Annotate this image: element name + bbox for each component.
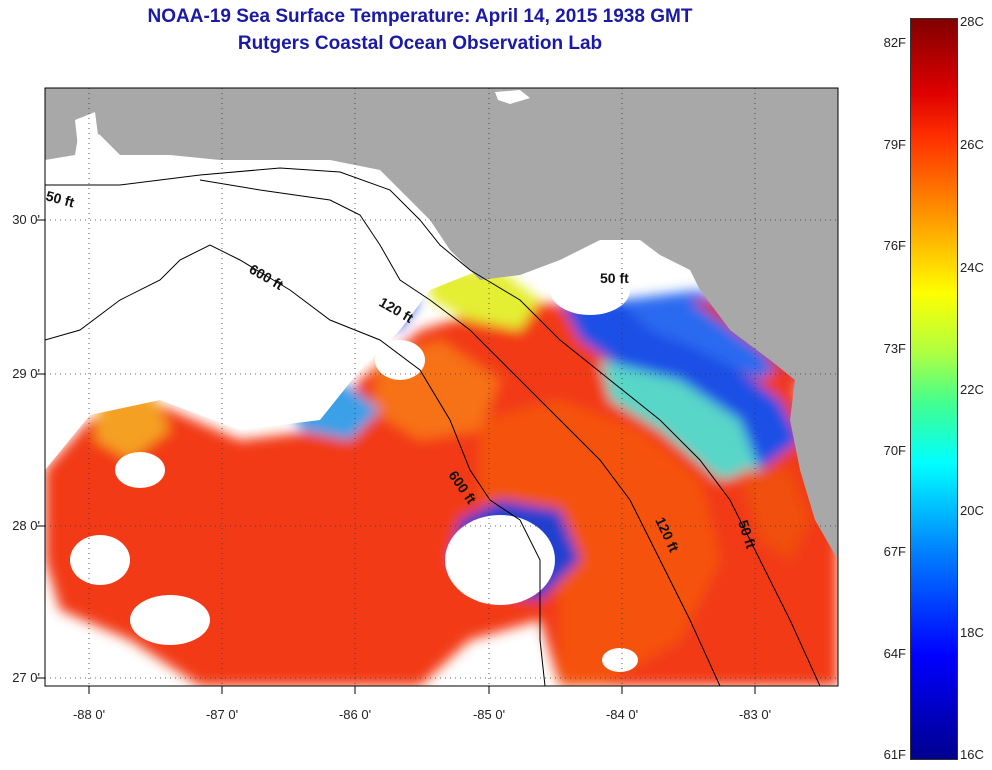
colorbar-c-label: 28C <box>960 14 984 29</box>
colorbar-c-label: 24C <box>960 260 984 275</box>
colorbar-c-label: 22C <box>960 382 984 397</box>
lon-label: -83 0' <box>738 707 772 722</box>
colorbar-f-label: 64F <box>883 646 906 661</box>
colorbar-f-label: 82F <box>883 35 906 50</box>
lat-label: 28 0' <box>12 518 40 533</box>
colorbar-c-label: 20C <box>960 503 984 518</box>
colorbar-f-label: 79F <box>883 137 906 152</box>
lon-label: -84 0' <box>605 707 639 722</box>
colorbar-c-label: 26C <box>960 137 984 152</box>
contour-label: 50 ft <box>600 270 629 286</box>
land <box>45 88 838 560</box>
map-frame <box>44 87 839 687</box>
colorbar-c-label: 16C <box>960 747 984 762</box>
cloud-mask <box>45 88 638 672</box>
lat-label: 30 0' <box>12 212 40 227</box>
colorbar-f-label: 73F <box>883 341 906 356</box>
colorbar-f-label: 67F <box>883 544 906 559</box>
temperature-colorbar <box>910 18 958 760</box>
lon-label: -85 0' <box>472 707 506 722</box>
lat-label: 29 0' <box>12 366 40 381</box>
colorbar-c-label: 18C <box>960 625 984 640</box>
lon-label: -86 0' <box>338 707 372 722</box>
lat-lon-grid <box>45 88 838 686</box>
colorbar-f-label: 61F <box>883 747 906 762</box>
contour-label: 50 ft <box>44 187 76 210</box>
bathymetry-contours <box>45 167 821 686</box>
map-title: NOAA-19 Sea Surface Temperature: April 1… <box>147 6 693 27</box>
lon-label: -88 0' <box>72 707 106 722</box>
axis-ticks <box>37 219 756 694</box>
colorbar-f-label: 76F <box>883 238 906 253</box>
map-subtitle: Rutgers Coastal Ocean Observation Lab <box>237 33 603 54</box>
colorbar-f-label: 70F <box>883 443 906 458</box>
lon-label: -87 0' <box>205 707 239 722</box>
lat-label: 27 0' <box>12 670 40 685</box>
